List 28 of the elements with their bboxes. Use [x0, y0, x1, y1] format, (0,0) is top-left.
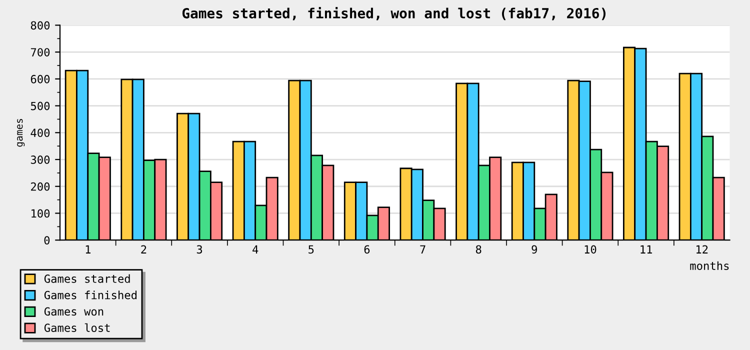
- x-axis-title: months: [690, 261, 729, 270]
- legend-label: Games finished: [44, 290, 137, 300]
- x-tick-label: 8: [476, 245, 482, 254]
- chart-title: Games started, finished, won and lost (fab17, 2016): [182, 6, 606, 20]
- x-tick-label: 3: [196, 245, 202, 254]
- y-tick-label: 200: [31, 182, 50, 191]
- x-tick-label: 10: [584, 245, 596, 254]
- x-tick-label: 9: [532, 245, 537, 254]
- x-tick-label: 7: [420, 245, 426, 254]
- x-tick-label: 4: [252, 245, 258, 254]
- y-axis-title: games: [17, 118, 25, 147]
- x-tick-label: 12: [696, 245, 708, 254]
- legend-label: Games started: [44, 274, 130, 283]
- y-tick-label: 800: [30, 21, 50, 30]
- x-tick-label: 11: [640, 245, 652, 254]
- y-tick-label: 0: [44, 236, 50, 245]
- x-tick-label: 2: [141, 245, 146, 254]
- legend-label: Games lost: [44, 323, 110, 332]
- y-tick-label: 300: [30, 156, 50, 164]
- y-tick-label: 400: [30, 128, 50, 138]
- y-tick-label: 700: [30, 48, 50, 56]
- x-tick-label: 1: [86, 245, 90, 254]
- y-tick-label: 600: [30, 74, 50, 84]
- legend-label: Games won: [44, 307, 104, 316]
- x-tick-label: 5: [308, 245, 314, 254]
- y-tick-label: 100: [32, 209, 50, 218]
- x-tick-label: 6: [364, 245, 370, 254]
- y-tick-label: 500: [30, 102, 50, 110]
